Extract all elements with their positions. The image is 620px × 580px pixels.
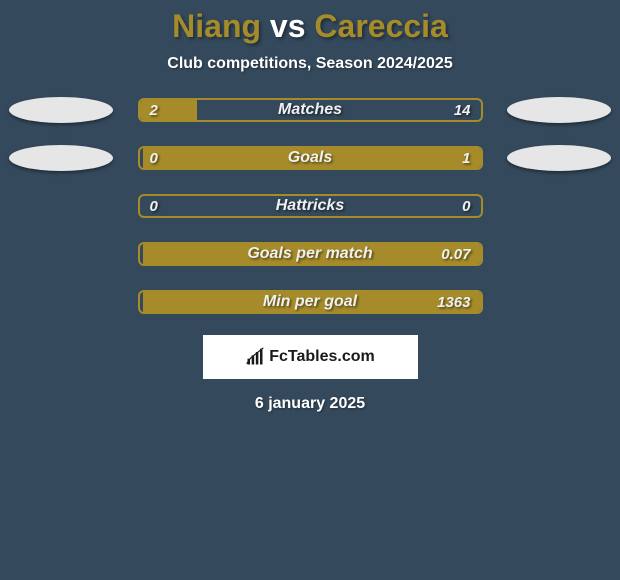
date: 6 january 2025 <box>255 395 365 413</box>
stat-row: 214Matches <box>0 97 620 123</box>
stat-row: 1363Min per goal <box>0 289 620 315</box>
player-b-name: Careccia <box>314 8 447 44</box>
stat-row: 0 0Hattricks <box>0 193 620 219</box>
team-badge-left <box>9 145 113 171</box>
stat-label: Hattricks <box>140 196 481 216</box>
attribution[interactable]: FcTables.com <box>203 335 418 379</box>
team-badge-right <box>507 145 611 171</box>
stat-fill-right <box>143 244 481 264</box>
stat-fill-left <box>140 100 198 120</box>
stat-fill-right <box>143 148 481 168</box>
player-a-name: Niang <box>172 8 261 44</box>
stat-rows: 214Matches 01Goals 0 0Hattricks 0.07Goals pe… <box>0 97 620 315</box>
stat-row: 0.07Goals per match <box>0 241 620 267</box>
stat-bar: 01Goals <box>138 146 483 170</box>
team-badge-left <box>9 97 113 123</box>
stat-bar: 214Matches <box>138 98 483 122</box>
team-badge-right <box>507 97 611 123</box>
attribution-text: FcTables.com <box>269 348 375 366</box>
chart-icon <box>245 347 265 367</box>
stat-fill-right <box>143 292 481 312</box>
subtitle: Club competitions, Season 2024/2025 <box>167 55 452 73</box>
stat-value-right: 0 <box>462 196 470 216</box>
comparison-card: Niang vs Careccia Club competitions, Sea… <box>0 0 620 413</box>
stat-bar: 0 0Hattricks <box>138 194 483 218</box>
stat-value-right: 14 <box>454 100 471 120</box>
stat-row: 01Goals <box>0 145 620 171</box>
stat-bar: 0.07Goals per match <box>138 242 483 266</box>
page-title: Niang vs Careccia <box>172 8 448 45</box>
title-vs: vs <box>270 8 306 44</box>
stat-value-left: 0 <box>150 196 158 216</box>
stat-bar: 1363Min per goal <box>138 290 483 314</box>
